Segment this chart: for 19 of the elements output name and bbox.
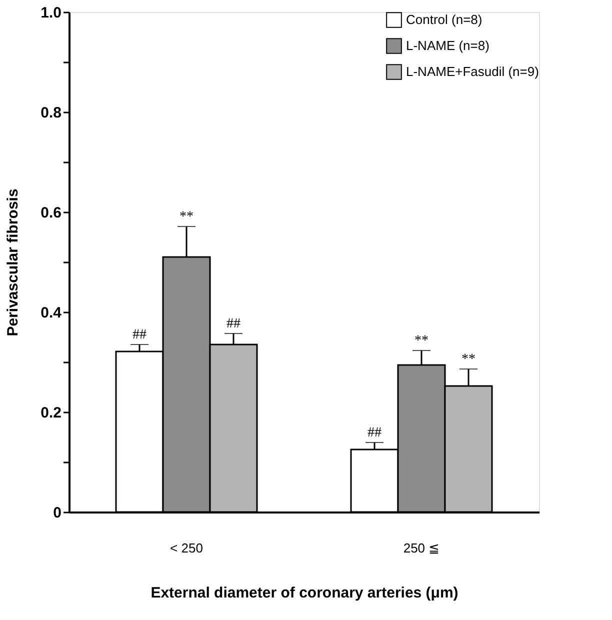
- data-label: **: [180, 210, 194, 224]
- data-label: **: [414, 334, 428, 348]
- data-label: ##: [132, 328, 146, 342]
- y-tick-label: 1.0: [40, 4, 62, 22]
- legend-label: L-NAME (n=8): [406, 38, 490, 53]
- data-label: **: [462, 352, 476, 367]
- legend-label: L-NAME+Fasudil (n=9): [406, 64, 539, 79]
- legend-label: Control (n=8): [406, 12, 482, 27]
- data-label: ##: [226, 316, 240, 332]
- y-axis-title: Perivascular fibrosis: [4, 188, 22, 336]
- y-tick-label: 0.6: [40, 204, 62, 222]
- x-tick-label: < 250: [170, 540, 203, 556]
- y-tick-label: 0: [53, 504, 62, 522]
- y-tick-label: 0.8: [40, 104, 62, 122]
- x-axis-title: External diameter of coronary arteries (μm): [150, 584, 458, 602]
- y-tick-label: 0.2: [40, 404, 62, 422]
- y-tick-label: 0.4: [40, 304, 62, 322]
- data-label: ##: [368, 426, 382, 440]
- x-tick-label: 250 ≦: [403, 540, 440, 556]
